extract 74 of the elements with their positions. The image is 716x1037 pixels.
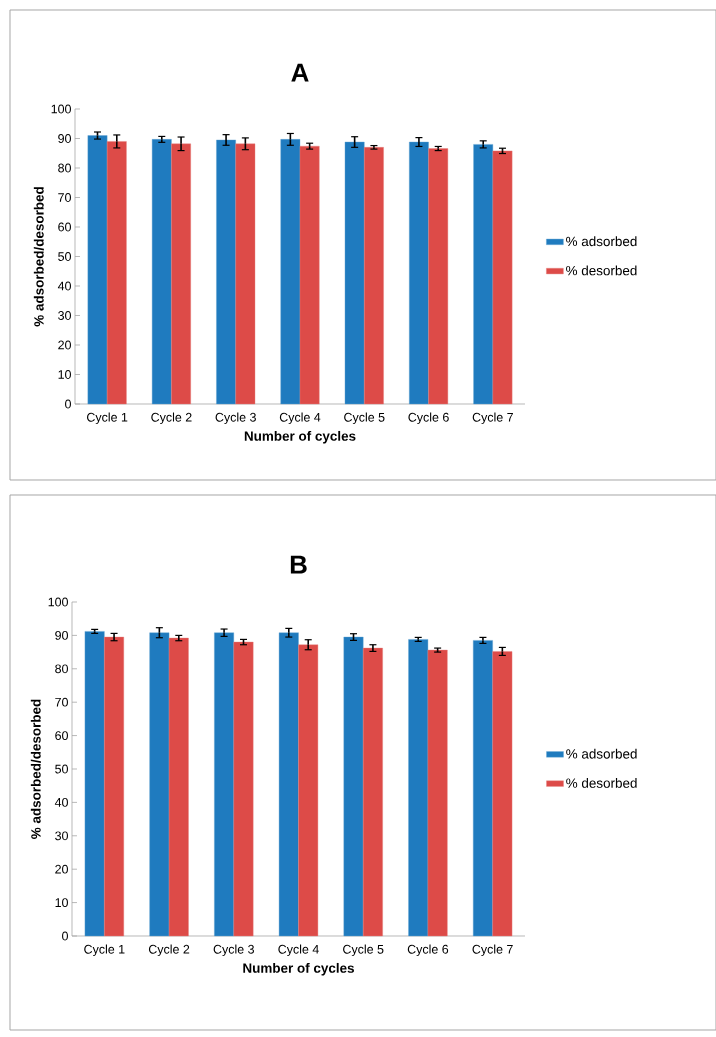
legend-label: % adsorbed	[565, 236, 637, 247]
x-tick-label: Cycle 7	[472, 944, 513, 957]
bar	[362, 647, 383, 937]
y-tick-label: 30	[57, 311, 71, 320]
x-tick-label: Cycle 1	[86, 412, 128, 425]
chart-title: A	[291, 63, 309, 82]
y-tick-label: 20	[55, 864, 68, 874]
y-tick-label: 100	[51, 104, 71, 114]
y-tick-label: 90	[57, 134, 71, 143]
x-tick-label: Cycle 5	[343, 412, 385, 425]
bar	[344, 141, 365, 405]
y-tick-label: 70	[55, 697, 68, 707]
y-tick-label: 40	[54, 797, 68, 807]
bar	[472, 640, 493, 937]
bar	[408, 639, 428, 937]
y-tick-label: 40	[57, 281, 71, 291]
bar	[168, 637, 189, 937]
y-tick-label: 60	[58, 222, 71, 232]
legend-label: % desorbed	[565, 777, 637, 788]
bar	[298, 644, 318, 937]
x-tick-label: Cycle 4	[278, 944, 319, 957]
legend-label: % adsorbed	[565, 748, 637, 759]
bar	[427, 649, 448, 937]
bar	[170, 143, 191, 405]
bar	[492, 150, 513, 405]
y-tick-label: 60	[55, 731, 68, 740]
bar	[278, 632, 299, 937]
x-tick-label: Cycle 1	[83, 944, 125, 957]
y-tick-label: 50	[57, 252, 71, 261]
x-tick-label: Cycle 2	[148, 944, 189, 957]
bar	[213, 632, 234, 937]
bar	[408, 141, 429, 405]
bar	[103, 636, 124, 937]
x-tick-label: Cycle 6	[408, 412, 449, 425]
y-tick-label: 70	[58, 193, 71, 202]
y-tick-label: 10	[58, 370, 71, 379]
y-tick-label: 80	[57, 163, 71, 173]
y-tick-label: 100	[48, 597, 68, 607]
y-tick-label: 20	[58, 340, 71, 350]
x-tick-label: Cycle 4	[279, 412, 321, 425]
x-tick-label: Cycle 3	[213, 944, 254, 957]
y-tick-label: 50	[54, 764, 68, 774]
bar	[343, 636, 364, 937]
y-tick-label: 30	[54, 831, 68, 841]
bar	[87, 135, 108, 405]
y-tick-label: 80	[54, 664, 68, 674]
y-tick-label: 10	[55, 898, 68, 907]
bar	[492, 651, 513, 937]
bar	[84, 631, 105, 937]
x-tick-label: Cycle 3	[215, 412, 256, 425]
x-axis-title: Number of cycles	[244, 430, 356, 444]
y-tick-label: 0	[64, 399, 71, 409]
y-tick-label: 90	[54, 630, 68, 640]
bar	[215, 139, 236, 405]
bar	[280, 139, 300, 405]
chart-title: B	[290, 555, 307, 574]
y-tick-label: 0	[61, 931, 68, 941]
bar	[106, 141, 127, 405]
legend-label: % desorbed	[565, 265, 637, 276]
x-axis-title: Number of cycles	[243, 962, 354, 976]
bar	[235, 143, 255, 405]
x-tick-label: Cycle 2	[151, 412, 192, 425]
bar	[299, 145, 320, 405]
bar	[473, 144, 493, 405]
bar	[363, 147, 384, 405]
x-tick-label: Cycle 6	[407, 944, 448, 957]
bar	[149, 632, 170, 937]
bar	[151, 139, 172, 405]
bar	[428, 148, 448, 405]
y-axis-title: % adsorbed/desorbed	[30, 699, 41, 839]
bar	[233, 641, 254, 937]
x-tick-label: Cycle 5	[342, 944, 384, 957]
x-tick-label: Cycle 7	[472, 412, 513, 425]
y-axis-title: % adsorbed/desorbed	[33, 187, 44, 327]
